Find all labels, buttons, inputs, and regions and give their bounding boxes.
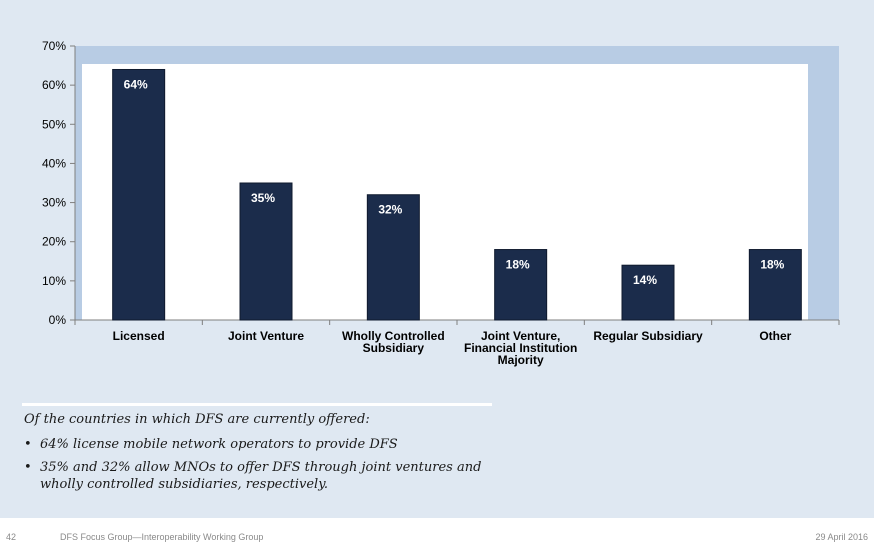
notes-intro: Of the countries in which DFS are curren… xyxy=(24,412,370,427)
bar xyxy=(621,264,675,321)
y-axis: 0% 10% 20% 30% 40% 50% 60% 70% xyxy=(42,39,76,327)
category-label-line: Licensed xyxy=(113,329,165,343)
y-tick-label: 60% xyxy=(42,78,66,92)
bullet-icon: • xyxy=(24,436,32,452)
notes-bullet-text: 35% and 32% allow MNOs to offer DFS thro… xyxy=(40,459,482,492)
notes-divider xyxy=(22,403,492,406)
data-label: 32% xyxy=(378,203,402,217)
notes-bullet: • 64% license mobile network operators to… xyxy=(24,437,504,454)
data-label: 18% xyxy=(506,258,530,272)
data-label: 35% xyxy=(251,191,275,205)
bar xyxy=(112,68,166,321)
category-label: Wholly Controlled Subsidiary xyxy=(342,329,445,355)
bar xyxy=(366,194,420,321)
category-label: Joint Venture xyxy=(228,329,304,343)
category-label-line: Financial Institution xyxy=(464,341,577,355)
data-label: 64% xyxy=(124,77,148,91)
category-label-line: Joint Venture, xyxy=(481,329,560,343)
footer-text: DFS Focus Group—Interoperability Working… xyxy=(60,532,264,542)
category-label: Joint Venture, Financial Institution Major… xyxy=(464,329,577,367)
y-tick-label: 40% xyxy=(42,156,66,170)
data-label: 18% xyxy=(760,258,784,272)
y-tick-label: 30% xyxy=(42,196,66,210)
category-label: Licensed xyxy=(113,329,165,343)
y-tick-label: 50% xyxy=(42,117,66,131)
category-label-line: Other xyxy=(759,329,791,343)
page-number: 42 xyxy=(6,532,17,542)
y-tick-label: 70% xyxy=(42,39,66,53)
data-label: 14% xyxy=(633,273,657,287)
bar xyxy=(748,249,802,321)
y-tick-label: 0% xyxy=(49,313,67,327)
bar xyxy=(494,249,548,321)
category-label-line: Joint Venture xyxy=(228,329,304,343)
bars xyxy=(112,68,802,321)
y-tick-label: 10% xyxy=(42,274,66,288)
bar-chart: 0% 10% 20% 30% 40% 50% 60% 70% Licensed Joint Ve… xyxy=(42,39,840,367)
notes-bullet-text: 64% license mobile network operators to … xyxy=(40,436,398,452)
notes-bullet: • 35% and 32% allow MNOs to offer DFS thr… xyxy=(24,460,504,494)
category-label: Regular Subsidiary xyxy=(593,329,703,343)
category-label: Other xyxy=(759,329,791,343)
bullet-icon: • xyxy=(24,459,32,475)
x-axis: Licensed Joint Venture Wholly Controlled Su… xyxy=(74,319,840,367)
category-label-line: Subsidiary xyxy=(363,341,425,355)
category-label-line: Majority xyxy=(498,353,544,367)
category-label-line: Regular Subsidiary xyxy=(593,329,703,343)
notes-box: Of the countries in which DFS are curren… xyxy=(24,412,504,500)
category-label-line: Wholly Controlled xyxy=(342,329,445,343)
footer-date: 29 April 2016 xyxy=(815,532,868,542)
data-labels: 64% 35% 32% 18% 14% 18% xyxy=(124,77,785,287)
plot-area xyxy=(82,64,808,320)
footer: 42 DFS Focus Group—Interoperability Work… xyxy=(0,522,874,546)
y-tick-label: 20% xyxy=(42,235,66,249)
notes-list: • 64% license mobile network operators to… xyxy=(24,437,504,494)
bar xyxy=(239,182,293,321)
